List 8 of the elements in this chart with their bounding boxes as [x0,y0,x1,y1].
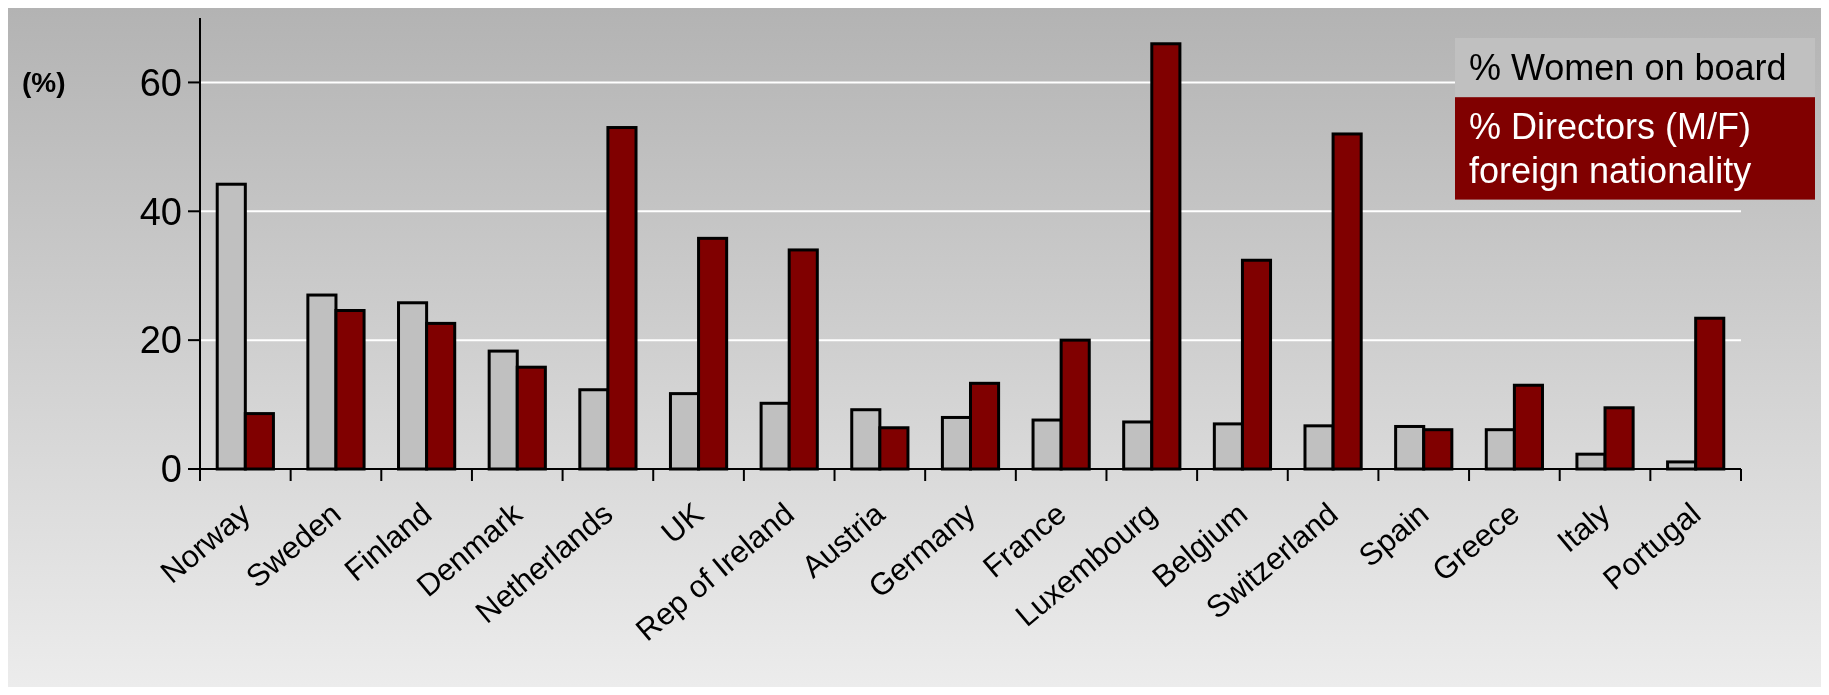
x-tick-label: UK [654,495,711,551]
y-tick-label: 0 [160,448,182,491]
legend-item: % Women on board [1455,38,1815,98]
y-tick-label: 40 [139,190,182,233]
y-axis-title: (%) [22,67,66,99]
legend-item: % Directors (M/F) foreign nationality [1455,97,1815,200]
y-tick-label: 20 [139,319,182,362]
y-tick-label: 60 [139,61,182,104]
